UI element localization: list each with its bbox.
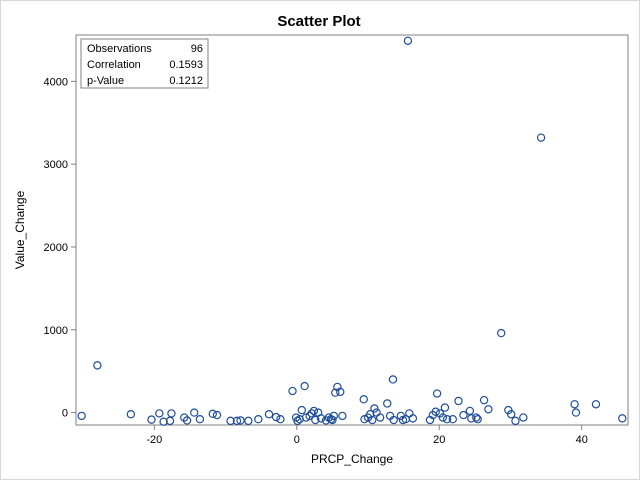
x-tick-label: 20 <box>433 434 445 446</box>
scatter-points <box>77 36 627 426</box>
data-point <box>571 408 581 417</box>
y-tick-label: 3000 <box>44 159 68 171</box>
data-point <box>465 406 475 416</box>
x-tick-label: -20 <box>146 434 162 446</box>
y-tick-label: 4000 <box>44 76 68 88</box>
x-axis-label: PRCP_Change <box>311 452 393 466</box>
data-point <box>236 416 245 425</box>
data-point <box>126 410 136 419</box>
data-point <box>388 375 398 384</box>
data-point <box>336 387 345 397</box>
data-point <box>93 361 102 370</box>
data-point <box>276 415 285 424</box>
data-point <box>459 410 468 420</box>
data-point <box>408 414 418 423</box>
statistics-inset: Observations 96 Correlation 0.1593 p-Value 0.… <box>80 38 209 89</box>
statistics-inset-border <box>80 38 209 89</box>
data-point <box>432 389 442 398</box>
data-point <box>311 415 320 425</box>
data-point <box>536 133 546 142</box>
data-point <box>473 415 482 424</box>
data-point <box>182 416 192 425</box>
chart-title: Scatter Plot <box>277 13 360 30</box>
stat-label: Correlation <box>87 59 141 71</box>
x-tick-label: 0 <box>294 434 300 446</box>
data-point <box>506 410 516 419</box>
stat-label: Observations <box>87 43 152 55</box>
stat-value: 96 <box>191 43 203 55</box>
data-point <box>190 408 199 417</box>
data-point <box>331 388 340 397</box>
data-point <box>448 415 457 424</box>
data-point <box>167 409 176 418</box>
data-point <box>147 415 156 424</box>
data-point <box>293 416 302 426</box>
data-point <box>328 415 337 425</box>
data-point <box>77 411 86 421</box>
data-point <box>338 411 347 421</box>
data-point <box>321 416 331 425</box>
data-point <box>403 36 413 45</box>
data-point <box>440 403 450 412</box>
data-point <box>155 409 164 418</box>
data-point <box>389 415 398 425</box>
data-point <box>307 409 316 418</box>
data-point <box>504 405 513 415</box>
plot-area-border <box>75 34 629 426</box>
stat-value: 0.1212 <box>169 75 203 87</box>
data-point <box>359 395 368 404</box>
data-point <box>435 409 445 418</box>
data-point <box>226 416 235 426</box>
data-point <box>309 406 319 416</box>
data-point <box>405 409 414 418</box>
data-point <box>329 411 339 421</box>
data-point <box>180 413 189 422</box>
data-point <box>511 416 520 426</box>
data-point <box>383 399 392 408</box>
data-point <box>244 416 253 426</box>
data-point <box>467 414 476 423</box>
data-point <box>271 412 281 422</box>
data-point <box>497 328 506 338</box>
y-axis: 0 1000 2000 3000 4000 <box>44 76 76 420</box>
data-point <box>212 410 222 420</box>
data-point <box>454 396 463 406</box>
data-point <box>442 415 452 424</box>
data-point <box>232 416 242 426</box>
data-point <box>254 415 263 424</box>
data-point <box>288 386 297 396</box>
data-point <box>297 405 306 415</box>
data-point <box>472 413 481 422</box>
data-point <box>479 395 489 405</box>
y-tick-label: 1000 <box>44 325 68 337</box>
data-point <box>316 414 326 423</box>
stat-value: 0.1593 <box>169 59 203 71</box>
y-tick-label: 0 <box>62 408 68 420</box>
data-point <box>208 409 217 419</box>
data-point <box>305 411 314 421</box>
x-tick-label: 40 <box>576 434 588 446</box>
data-point <box>484 405 493 414</box>
data-point <box>159 417 168 426</box>
data-point <box>570 400 579 409</box>
data-point <box>300 381 309 391</box>
data-point <box>591 400 601 409</box>
stat-label: p-Value <box>87 75 124 87</box>
y-axis-label: Value_Change <box>13 190 27 269</box>
x-axis: -20 0 20 40 <box>146 425 588 446</box>
data-point <box>618 414 627 423</box>
data-point <box>368 415 377 425</box>
data-point <box>195 415 205 424</box>
data-point <box>431 407 440 416</box>
y-tick-label: 2000 <box>44 242 68 254</box>
data-point <box>264 410 274 419</box>
data-point <box>438 413 448 422</box>
data-point <box>519 413 528 422</box>
data-point <box>370 404 379 413</box>
data-point <box>375 413 385 422</box>
